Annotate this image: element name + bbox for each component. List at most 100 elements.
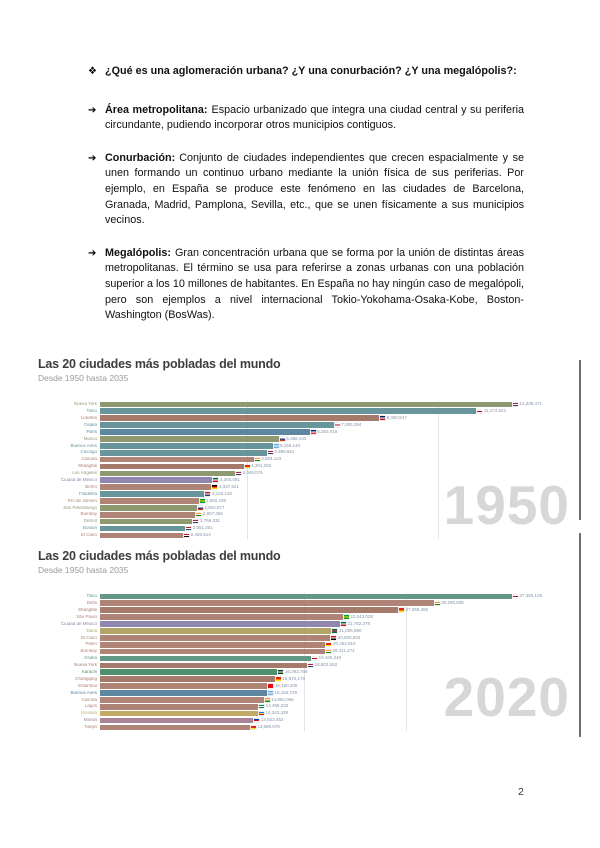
population-bar (100, 484, 212, 490)
population-bar (100, 422, 334, 428)
city-label: Detroit (83, 519, 97, 524)
bar-row: Calcuta 4,604,143 (38, 456, 584, 463)
bar-row: París 6,283,018 (38, 429, 584, 436)
population-value: 14,850,066 (271, 696, 294, 702)
population-bar (100, 511, 196, 518)
population-bar (100, 442, 273, 449)
population-value: 4,998,651 (274, 449, 295, 455)
chart-subtitle: Desde 1950 hasta 2035 (38, 373, 129, 383)
city-label: El Cairo (80, 533, 97, 538)
population-value: 20,462,610 (332, 641, 356, 647)
city-label: Londres (80, 415, 97, 420)
city-label: Nueva York (73, 402, 97, 407)
bar-row: El Cairo 2,493,514 (38, 532, 584, 539)
population-bar (100, 683, 268, 689)
population-bar (100, 504, 197, 511)
population-bar (100, 676, 275, 682)
country-flag-icon (186, 526, 192, 531)
population-bar (100, 703, 259, 710)
bar-row: Nueva York 12,338,471 (38, 401, 584, 408)
population-bar (100, 532, 184, 539)
city-label: París (86, 429, 97, 434)
bar-row: El Cairo 20,900,604 (38, 634, 584, 641)
bar-row: Río de Janeiro 2,950,435 (38, 497, 584, 504)
population-bar (100, 491, 205, 497)
population-value: 19,165,340 (318, 655, 342, 661)
population-bar (100, 408, 477, 415)
bar-row: Karachi 16,093,786 (38, 669, 584, 676)
city-label: Estambul (78, 683, 97, 688)
population-value: 2,950,435 (206, 497, 227, 503)
population-chart-1950[interactable]: Las 20 ciudades más pobladas del mundo D… (38, 357, 584, 541)
bar-row: Filadelfia 3,128,132 (38, 491, 584, 498)
country-flag-icon (513, 594, 518, 599)
country-flag-icon (264, 698, 270, 702)
bar-row: Estambul 15,190,336 (38, 683, 584, 690)
definition-text: Espacio urbanizado que integra una ciuda… (105, 103, 524, 132)
bar-row: Los Ángeles 4,046,076 (38, 470, 584, 477)
bar-row: Kinsasa 14,342,439 (38, 710, 584, 717)
population-bar (100, 518, 193, 525)
population-bar (100, 463, 244, 470)
country-flag-icon (275, 677, 281, 681)
city-label: Tokio (86, 409, 97, 414)
country-flag-icon (197, 506, 203, 510)
definition-term: Área metropolitana: (105, 103, 208, 116)
section-heading: ¿Qué es una aglomeración urbana? ¿Y una … (105, 65, 517, 77)
bar-row: San Petersburgo 2,902,977 (38, 504, 584, 511)
country-flag-icon (312, 656, 318, 661)
population-value: 3,365,081 (219, 476, 240, 482)
population-value: 4,046,076 (242, 470, 263, 476)
population-value: 22,043,028 (350, 613, 373, 619)
population-bar (100, 634, 331, 641)
arrow-bullet-icon: ➔ (88, 152, 97, 164)
population-bar (100, 648, 325, 655)
population-value: 2,493,514 (190, 532, 211, 538)
country-flag-icon (340, 622, 346, 626)
year-watermark: 1950 (443, 474, 570, 536)
population-value: 3,337,621 (218, 483, 239, 489)
population-value: 14,368,332 (265, 703, 289, 709)
city-label: Shanghái (77, 464, 97, 469)
country-flag-icon (268, 684, 274, 688)
city-label: Filadelfia (78, 491, 97, 496)
gridline (303, 593, 305, 731)
population-value: 2,857,366 (202, 511, 223, 517)
city-label: Shanghái (77, 607, 97, 612)
population-value: 21,782,378 (347, 620, 371, 626)
bar-row: Manila 13,923,452 (38, 717, 584, 724)
bar-row: Calcuta 14,850,066 (38, 696, 584, 703)
city-label: São Paulo (76, 614, 97, 619)
city-label: Kinsasa (80, 711, 97, 716)
country-flag-icon (259, 704, 265, 709)
chart-plot-area: Nueva York 12,338,471 Tokio 11,274,641 Londr… (38, 401, 584, 539)
section-heading-block: ❖ ¿Qué es una aglomeración urbana? ¿Y un… (88, 64, 524, 80)
city-label: Buenos Aires (70, 443, 97, 448)
bar-row: Berlín 3,337,621 (38, 484, 584, 491)
city-label: Daca (86, 628, 97, 633)
bar-rows: Nueva York 12,338,471 Tokio 11,274,641 Londr… (38, 401, 584, 539)
definition-item-conurbacion: ➔ Conurbación: Conjunto de ciudades indep… (88, 151, 524, 229)
country-flag-icon (213, 478, 219, 483)
bar-row: Tokio 37,393,128 (38, 593, 584, 600)
bar-row: Chongqing 15,872,179 (38, 676, 584, 683)
population-bar (100, 655, 312, 662)
city-label: Ciudad de México (60, 621, 97, 626)
bar-row: Tianjin 13,589,078 (38, 724, 584, 731)
population-value: 14,342,439 (265, 710, 289, 716)
population-value: 12,338,471 (519, 401, 543, 407)
city-label: Delhi (86, 601, 97, 606)
page-number: 2 (518, 786, 524, 798)
population-value: 8,360,847 (386, 414, 407, 420)
definition-text: Gran concentración urbana que se forma p… (105, 246, 524, 322)
definitions-section: ❖ ¿Qué es una aglomeración urbana? ¿Y un… (88, 64, 524, 341)
population-value: 7,005,284 (341, 421, 362, 427)
city-label: Pekín (85, 642, 97, 647)
definition-term: Megalópolis: (105, 246, 171, 259)
population-value: 27,058,480 (405, 606, 429, 612)
population-bar (100, 641, 326, 648)
population-value: 2,769,331 (199, 518, 220, 524)
population-value: 15,153,729 (274, 689, 297, 695)
population-chart-2020[interactable]: Las 20 ciudades más pobladas del mundo D… (38, 533, 584, 737)
